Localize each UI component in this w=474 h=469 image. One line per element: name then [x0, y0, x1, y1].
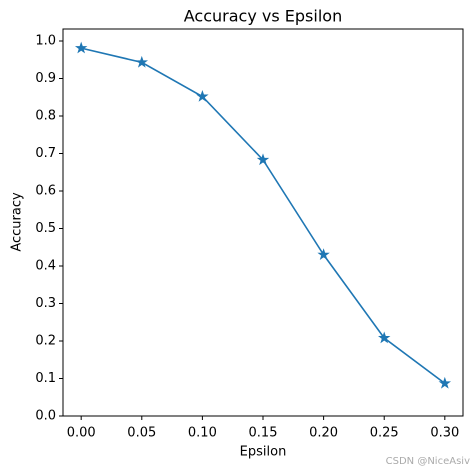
- plot-frame: [62, 28, 464, 417]
- marker: [196, 89, 209, 102]
- x-tick-label: 0.10: [188, 426, 217, 441]
- x-axis-label: Epsilon: [240, 445, 287, 460]
- watermark: CSDN @NiceAsiv: [386, 456, 470, 467]
- y-tick-label: 0.7: [35, 146, 56, 161]
- y-axis-label: Accuracy: [10, 192, 25, 252]
- y-tick-label: 0.2: [35, 334, 56, 349]
- x-tick-label: 0.20: [309, 426, 338, 441]
- x-tick-label: 0.30: [430, 426, 459, 441]
- y-tick-label: 1.0: [35, 34, 56, 49]
- x-tick-label: 0.15: [249, 426, 278, 441]
- marker: [317, 248, 330, 261]
- chart-title: Accuracy vs Epsilon: [184, 7, 342, 26]
- y-tick-label: 0.1: [35, 371, 56, 386]
- x-tick-label: 0.25: [370, 426, 399, 441]
- y-tick-label: 0.6: [35, 184, 56, 199]
- line: [80, 47, 446, 385]
- y-tick-label: 0.8: [35, 109, 56, 124]
- y-tick-label: 0.3: [35, 296, 56, 311]
- marker: [256, 153, 270, 166]
- marker: [74, 41, 88, 54]
- x-tick-label: 0.05: [127, 426, 156, 441]
- marker: [135, 55, 148, 68]
- marker: [378, 331, 391, 344]
- y-tick-label: 0.0: [35, 409, 56, 424]
- x-tick-label: 0.00: [67, 426, 96, 441]
- y-tick-label: 0.4: [35, 259, 56, 274]
- marker: [438, 376, 452, 389]
- y-tick-label: 0.5: [35, 221, 56, 236]
- y-tick-label: 0.9: [35, 71, 56, 86]
